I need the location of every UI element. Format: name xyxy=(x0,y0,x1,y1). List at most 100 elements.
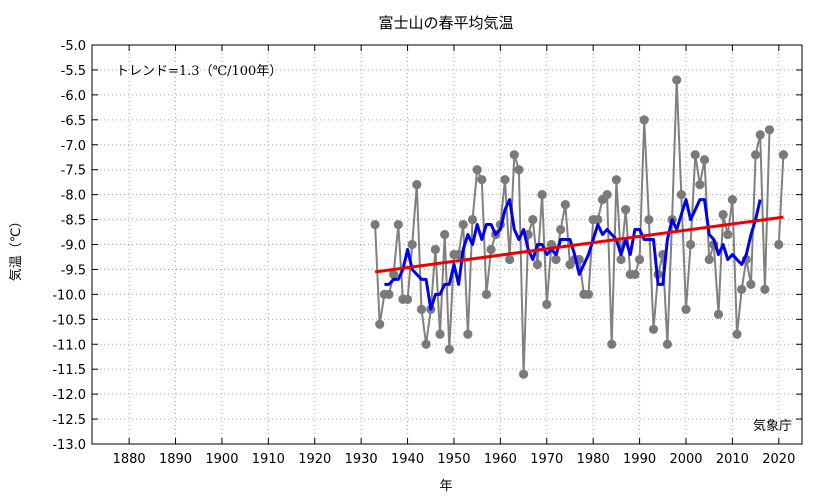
x-tick-label: 1980 xyxy=(577,452,610,467)
annual-point xyxy=(630,269,640,280)
trend-annotation: トレンド=1.3（℃/100年） xyxy=(116,64,282,79)
y-tick-label: -6.0 xyxy=(61,89,86,104)
y-tick-label: -12.0 xyxy=(52,388,86,403)
y-axis-label: 気温（℃） xyxy=(8,215,24,282)
annual-point xyxy=(384,289,394,299)
annual-point xyxy=(421,339,431,349)
annual-point xyxy=(370,219,380,230)
annual-point xyxy=(676,190,686,200)
credit-label: 気象庁 xyxy=(753,418,792,434)
annual-point xyxy=(444,344,454,354)
series-trend xyxy=(374,215,784,274)
annual-point xyxy=(532,259,543,270)
y-tick-label: -9.5 xyxy=(61,263,86,278)
annual-point xyxy=(750,150,761,160)
annual-point xyxy=(486,244,496,255)
x-tick-label: 1930 xyxy=(345,452,378,467)
annual-point xyxy=(528,214,538,225)
x-axis-label: 年 xyxy=(439,479,452,494)
moving-average-line xyxy=(384,198,762,311)
annual-point xyxy=(509,150,519,160)
x-tick-label: 1960 xyxy=(484,452,517,467)
annual-point xyxy=(602,190,612,200)
annual-point xyxy=(467,214,478,225)
annual-point xyxy=(477,175,487,185)
y-tick-label: -6.5 xyxy=(61,114,86,129)
x-tick-label: 1880 xyxy=(113,452,146,467)
annual-point xyxy=(695,180,705,190)
annual-point xyxy=(593,214,603,225)
annual-point xyxy=(778,150,789,160)
annual-point xyxy=(402,294,413,304)
annual-point xyxy=(583,289,594,299)
x-tick-label: 1920 xyxy=(298,452,331,467)
annual-point xyxy=(760,284,770,294)
annual-point xyxy=(755,130,765,140)
annual-line xyxy=(374,79,785,375)
annual-point xyxy=(472,165,482,175)
annual-point xyxy=(505,254,515,265)
annual-point xyxy=(389,269,399,280)
x-tick-labels: 1880 1890 1900 1910 1920 1930 1940 1950 1960 1970… xyxy=(113,452,796,467)
x-tick-label: 2020 xyxy=(762,452,795,467)
annual-point xyxy=(686,239,696,250)
annual-point xyxy=(556,224,566,235)
y-tick-label: -10.0 xyxy=(52,288,86,303)
y-tick-label: -8.5 xyxy=(61,214,86,229)
annual-point xyxy=(393,219,403,230)
x-tick-label: 1990 xyxy=(623,452,656,467)
annual-point xyxy=(430,244,440,255)
annual-point xyxy=(672,75,682,85)
y-tick-label: -9.0 xyxy=(61,239,86,254)
series-annual xyxy=(370,75,789,379)
y-tick-label: -13.0 xyxy=(52,438,86,453)
x-tick-label: 1900 xyxy=(205,452,238,467)
x-tick-label: 2000 xyxy=(669,452,702,467)
x-tick-label: 1890 xyxy=(159,452,192,467)
annual-point xyxy=(518,369,529,379)
annual-point xyxy=(737,284,747,294)
x-tick-label: 1950 xyxy=(437,452,470,467)
y-tick-label: -11.5 xyxy=(52,363,86,378)
x-tick-label: 1970 xyxy=(530,452,563,467)
annual-point xyxy=(690,150,700,160)
annual-point xyxy=(407,239,417,250)
annual-point xyxy=(648,324,659,334)
annual-point xyxy=(514,165,524,175)
annual-point xyxy=(621,204,631,215)
annual-point xyxy=(542,299,552,309)
annual-point xyxy=(412,180,422,190)
y-tick-label: -5.0 xyxy=(61,39,86,54)
chart-title: 富士山の春平均気温 xyxy=(378,14,513,32)
series-moving-average xyxy=(384,198,762,311)
annual-point xyxy=(644,214,654,225)
annual-point xyxy=(774,239,784,250)
annual-point xyxy=(481,289,492,299)
y-tick-labels: -5.0 -5.5 -6.0 -6.5 -7.0 -7.5 -8.0 -8.5 -9.0 -9.5… xyxy=(52,39,86,453)
annual-point xyxy=(634,254,645,265)
annual-point xyxy=(704,254,714,265)
annual-point xyxy=(723,229,733,240)
annual-point xyxy=(551,254,561,265)
annual-point xyxy=(732,329,742,339)
annual-point xyxy=(713,309,724,319)
annual-point xyxy=(560,200,570,210)
annual-point xyxy=(681,304,691,314)
annual-point xyxy=(699,155,710,165)
annual-point xyxy=(500,175,510,185)
annual-point xyxy=(718,209,728,220)
y-tick-label: -12.5 xyxy=(52,413,86,428)
annual-point xyxy=(607,339,617,349)
annual-point xyxy=(537,190,547,200)
annual-point xyxy=(435,329,445,339)
annual-point xyxy=(746,279,756,289)
y-tick-label: -7.5 xyxy=(61,164,86,179)
annual-point xyxy=(727,195,737,205)
y-tick-label: -11.0 xyxy=(52,338,86,353)
annual-point xyxy=(639,115,649,125)
annual-point xyxy=(764,125,775,135)
annual-point xyxy=(440,229,450,240)
axis-ticks xyxy=(92,44,802,445)
x-tick-label: 1910 xyxy=(252,452,285,467)
